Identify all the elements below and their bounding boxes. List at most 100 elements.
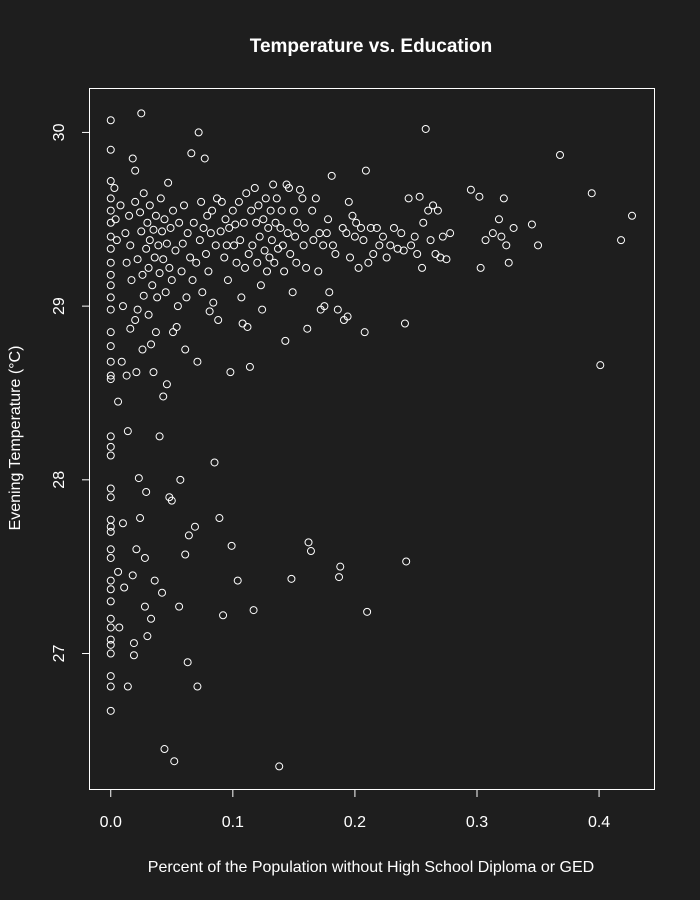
data-point bbox=[117, 357, 126, 366]
data-point bbox=[177, 267, 186, 276]
data-point bbox=[106, 649, 115, 658]
data-point bbox=[271, 218, 280, 227]
data-point bbox=[280, 267, 289, 276]
data-point bbox=[488, 229, 497, 238]
data-point bbox=[255, 232, 264, 241]
data-point bbox=[106, 442, 115, 451]
data-point bbox=[237, 293, 246, 302]
data-point bbox=[324, 215, 333, 224]
data-point bbox=[497, 232, 506, 241]
data-point bbox=[159, 255, 168, 264]
data-point bbox=[344, 197, 353, 206]
data-point bbox=[195, 236, 204, 245]
data-point bbox=[115, 623, 124, 632]
data-point bbox=[236, 236, 245, 245]
data-point bbox=[504, 258, 513, 267]
data-point bbox=[181, 550, 190, 559]
data-point bbox=[284, 184, 293, 193]
data-point bbox=[206, 229, 215, 238]
data-point bbox=[201, 250, 210, 259]
data-point bbox=[393, 244, 402, 253]
data-point bbox=[442, 255, 451, 264]
data-point bbox=[123, 682, 132, 691]
data-point bbox=[140, 553, 149, 562]
data-point bbox=[266, 206, 275, 215]
data-point bbox=[167, 496, 176, 505]
data-point bbox=[410, 232, 419, 241]
data-point bbox=[137, 227, 146, 236]
data-point bbox=[308, 206, 317, 215]
data-point bbox=[154, 241, 163, 250]
data-point bbox=[106, 244, 115, 253]
data-point bbox=[333, 305, 342, 314]
data-point bbox=[128, 571, 137, 580]
data-point bbox=[106, 328, 115, 337]
x-axis: 0.0 0.1 0.2 0.3 0.4 bbox=[100, 789, 610, 831]
data-point bbox=[106, 484, 115, 493]
data-point bbox=[556, 151, 564, 160]
data-point bbox=[247, 206, 256, 215]
data-point bbox=[142, 244, 151, 253]
data-point bbox=[170, 757, 179, 766]
data-point bbox=[198, 288, 207, 297]
data-point bbox=[131, 166, 140, 175]
data-point bbox=[106, 527, 115, 536]
y-tick-label: 29 bbox=[51, 297, 68, 315]
data-point bbox=[260, 246, 269, 255]
data-point bbox=[139, 189, 148, 198]
data-point bbox=[106, 357, 115, 366]
data-point bbox=[302, 263, 311, 272]
data-point bbox=[106, 623, 115, 632]
data-point bbox=[139, 291, 148, 300]
data-point bbox=[169, 206, 178, 215]
data-point bbox=[346, 253, 355, 262]
data-point bbox=[348, 211, 357, 220]
data-point bbox=[628, 211, 637, 220]
data-point bbox=[264, 223, 273, 232]
data-point bbox=[126, 241, 135, 250]
data-point bbox=[200, 154, 209, 163]
data-point bbox=[106, 270, 115, 279]
data-point bbox=[151, 328, 160, 337]
data-point bbox=[203, 211, 212, 220]
data-point bbox=[106, 145, 115, 154]
data-point bbox=[134, 474, 143, 483]
data-point bbox=[171, 246, 180, 255]
x-tick-label: 0.4 bbox=[588, 814, 610, 831]
data-point bbox=[162, 380, 171, 389]
data-point bbox=[106, 545, 115, 554]
data-point bbox=[167, 276, 176, 285]
data-point bbox=[112, 236, 121, 245]
data-point bbox=[426, 236, 435, 245]
data-point bbox=[187, 149, 196, 158]
data-point bbox=[265, 253, 274, 262]
data-point bbox=[156, 194, 165, 203]
data-point bbox=[404, 194, 413, 203]
data-point bbox=[131, 316, 140, 325]
data-point bbox=[106, 177, 115, 186]
data-point bbox=[242, 189, 251, 198]
data-point bbox=[106, 635, 115, 644]
data-point bbox=[360, 328, 369, 337]
data-point bbox=[270, 258, 279, 267]
data-point bbox=[145, 236, 154, 245]
data-point bbox=[150, 253, 159, 262]
data-point bbox=[415, 192, 424, 201]
data-point bbox=[110, 184, 119, 193]
data-point bbox=[418, 263, 427, 272]
data-point bbox=[587, 189, 596, 198]
data-point bbox=[205, 307, 214, 316]
data-point bbox=[233, 576, 242, 585]
data-point bbox=[155, 432, 164, 441]
data-point bbox=[126, 324, 135, 333]
data-point bbox=[204, 267, 213, 276]
data-point bbox=[181, 345, 190, 354]
data-point bbox=[194, 128, 203, 137]
data-point bbox=[378, 232, 387, 241]
x-tick-label: 0.2 bbox=[344, 814, 366, 831]
data-point bbox=[399, 246, 408, 255]
data-point bbox=[357, 223, 366, 232]
data-points bbox=[106, 109, 637, 771]
data-point bbox=[288, 288, 297, 297]
